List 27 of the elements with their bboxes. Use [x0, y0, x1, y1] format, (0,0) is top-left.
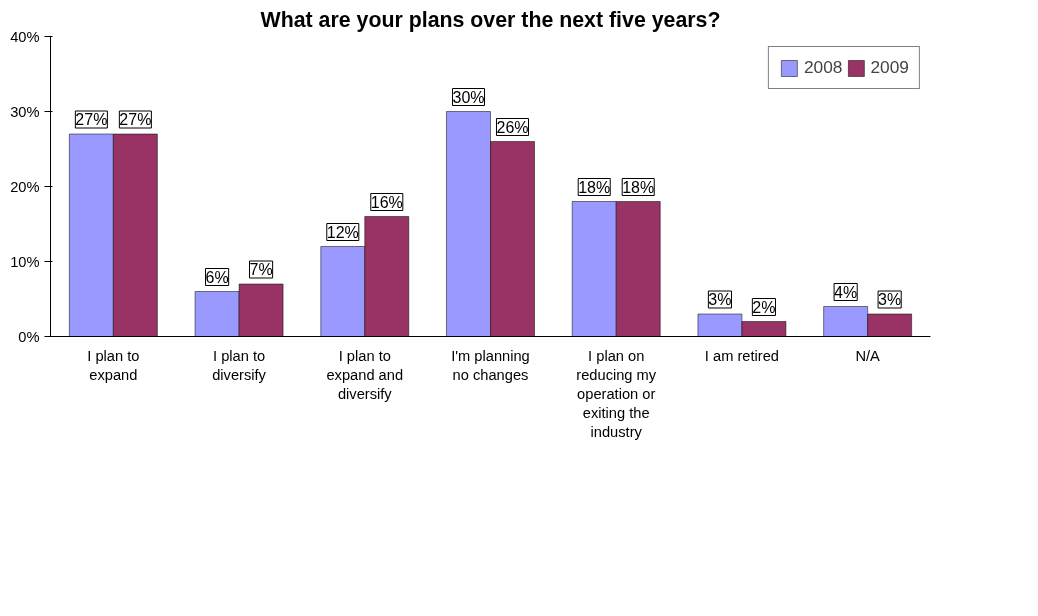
- x-tick-label: I'm planning no changes: [451, 347, 530, 383]
- data-label: 12%: [326, 223, 359, 241]
- y-tick-label: 20%: [10, 178, 40, 195]
- x-tick-label: N/A: [855, 347, 881, 364]
- legend-label: 2009: [870, 57, 909, 78]
- data-label: 3%: [708, 291, 732, 308]
- y-tick-label: 30%: [10, 103, 40, 120]
- x-tick-label: I plan to expand and diversify: [326, 347, 404, 402]
- data-label: 18%: [622, 178, 655, 196]
- data-label: 6%: [205, 268, 229, 286]
- x-tick-label: I am retired: [704, 347, 779, 364]
- legend-label: 2008: [803, 57, 843, 78]
- data-label: 7%: [249, 261, 273, 278]
- chart-title: What are your plans over the next five years?: [260, 7, 721, 32]
- x-tick-label: I plan to diversify: [212, 347, 267, 383]
- y-tick-label: 10%: [10, 253, 40, 270]
- data-label: 27%: [119, 111, 152, 128]
- data-label: 18%: [578, 178, 611, 196]
- data-label: 16%: [370, 193, 403, 211]
- x-tick-label: I plan to expand: [87, 347, 140, 383]
- y-tick-label: 40%: [10, 28, 40, 45]
- y-tick-label: 0%: [18, 328, 40, 345]
- data-label: 27%: [75, 111, 108, 128]
- data-label: 30%: [452, 88, 485, 106]
- data-label: 26%: [496, 118, 529, 136]
- x-tick-label: I plan on reducing my operation or exiting the industry: [576, 347, 657, 441]
- data-label: 2%: [752, 298, 776, 316]
